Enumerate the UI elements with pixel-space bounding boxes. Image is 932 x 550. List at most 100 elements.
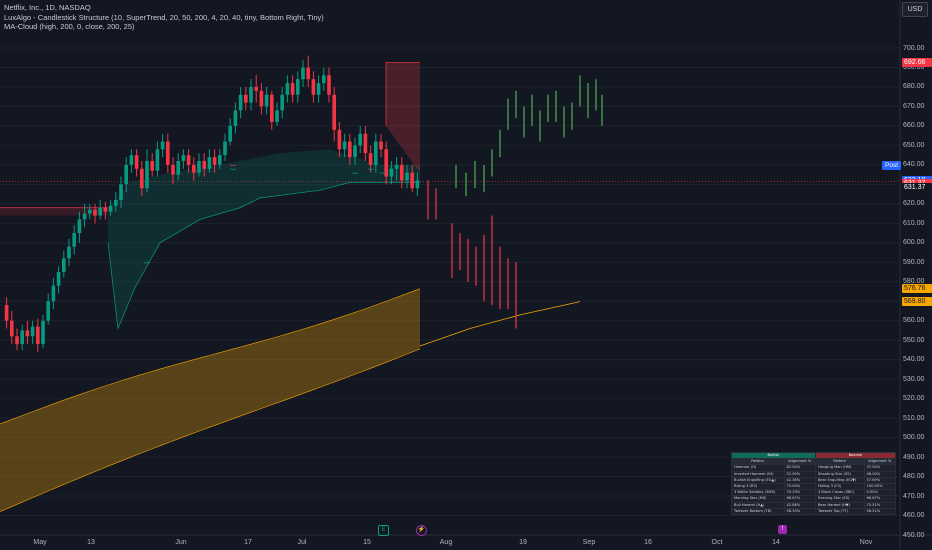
- time-tick: 17: [244, 539, 252, 546]
- price-tick: 460.00: [903, 512, 925, 520]
- candle-body: [51, 285, 56, 302]
- price-badge: 569.80: [902, 297, 932, 307]
- price-tick: 610.00: [903, 219, 925, 227]
- time-tick: 19: [519, 539, 527, 546]
- candle-body: [35, 326, 40, 345]
- alignment-value: 0.00%: [863, 489, 897, 497]
- candle-body: [243, 94, 248, 103]
- candle-body: [165, 141, 170, 165]
- time-tick: 13: [87, 539, 95, 546]
- alignment-value: 58.33%: [783, 507, 816, 516]
- price-tick: 640.00: [903, 161, 925, 169]
- candle-body: [191, 164, 196, 173]
- candle-body: [103, 207, 108, 212]
- candle-body: [301, 67, 305, 80]
- candle-body: [373, 141, 378, 165]
- currency-button[interactable]: USD: [902, 2, 928, 17]
- dividend-event-icon[interactable]: ⚡: [416, 525, 427, 536]
- supertrend-bear-right: [386, 62, 420, 173]
- candle-body: [145, 160, 149, 189]
- candle-body: [134, 155, 139, 169]
- candle-body: [150, 160, 155, 171]
- price-tick: 700.00: [903, 44, 925, 52]
- candle-body: [295, 79, 300, 95]
- candle-body: [259, 90, 264, 107]
- price-badge: 631.37: [902, 182, 932, 192]
- candle-body: [4, 305, 9, 321]
- candle-body: [108, 205, 113, 212]
- candle-body: [368, 153, 373, 165]
- candle-body: [223, 141, 227, 156]
- price-tick: 500.00: [903, 434, 925, 442]
- price-tick: 550.00: [903, 336, 925, 344]
- price-tick: 670.00: [903, 102, 925, 110]
- alignment-value: 58.21%: [863, 507, 897, 516]
- earnings-event-icon[interactable]: E: [378, 525, 389, 536]
- candle-body: [155, 149, 160, 171]
- alignment-value: 52.00%: [783, 470, 816, 478]
- supertrend-line: [107, 182, 420, 330]
- candle-body: [332, 94, 337, 130]
- candle-body: [46, 301, 51, 321]
- alignment-value: 66.67%: [783, 495, 816, 503]
- col-alignment: Alignment %: [863, 458, 897, 466]
- indicator-ma-cloud-label[interactable]: MA-Cloud (high, 200, 0, close, 200, 25): [4, 22, 135, 31]
- alignment-value: 33.33%: [783, 489, 816, 497]
- candle-body: [415, 180, 420, 189]
- alignment-value: 75.51%: [863, 501, 897, 509]
- time-tick: Nov: [859, 539, 873, 546]
- pattern-marker: [144, 262, 150, 264]
- price-tick: 490.00: [903, 453, 925, 461]
- time-tick: 14: [772, 539, 780, 546]
- price-tick: 580.00: [903, 278, 925, 286]
- candle-body: [363, 133, 368, 154]
- candle-body: [389, 168, 394, 177]
- alignment-value: 66.67%: [863, 495, 897, 503]
- candle-body: [207, 157, 212, 169]
- candle-body: [212, 157, 217, 165]
- symbol-title: Netflix, Inc., 1D, NASDAQ: [4, 3, 91, 12]
- stats-row: Bull Harami (H▲) 42.86% Bear Harami (H▼) 75…: [731, 501, 897, 509]
- candle-body: [160, 141, 165, 150]
- candle-body: [321, 75, 326, 84]
- pattern-name: Tweezer Bottom (TB): [731, 507, 785, 516]
- time-tick: Sep: [582, 539, 596, 546]
- ma-cloud-lower: [0, 348, 421, 512]
- candle-body: [93, 209, 97, 216]
- time-tick: 15: [363, 539, 371, 546]
- alignment-value: 48.00%: [863, 470, 897, 478]
- candle-body: [77, 219, 82, 234]
- time-tick: Jun: [175, 539, 187, 546]
- candle-body: [15, 336, 19, 345]
- candle-body: [264, 94, 269, 107]
- candle-body: [233, 110, 238, 126]
- alignment-value: 100.00%: [863, 482, 897, 491]
- candle-body: [9, 320, 14, 337]
- candle-body: [176, 160, 181, 175]
- split-event-icon[interactable]: !: [778, 525, 787, 534]
- candle-body: [379, 141, 383, 150]
- pattern-marker: [352, 172, 358, 174]
- candle-body: [67, 246, 71, 259]
- candle-body: [87, 209, 92, 214]
- time-tick: Jul: [297, 539, 307, 546]
- time-tick: May: [33, 539, 47, 546]
- supertrend-bear-left: [0, 207, 108, 216]
- stats-row: Tweezer Bottom (TB) 58.33% Tweezer Top (TT…: [731, 507, 897, 516]
- time-tick: 16: [644, 539, 652, 546]
- candle-body: [405, 172, 409, 181]
- price-tick: 590.00: [903, 258, 925, 266]
- price-tick: 620.00: [903, 200, 925, 208]
- candle-body: [186, 155, 191, 165]
- stats-row: Inverted Hammer (IH) 52.00% Shooting Star …: [731, 470, 897, 478]
- ma-projection-line: [419, 301, 581, 347]
- candle-body: [228, 125, 233, 142]
- pattern-name: Tweezer Top (TT): [814, 507, 865, 516]
- supertrend-bear-line-right: [385, 61, 420, 126]
- post-market-tag: Post: [882, 161, 902, 170]
- candle-body: [61, 258, 66, 273]
- candle-body: [275, 110, 279, 123]
- indicator-luxalgo-label[interactable]: LuxAlgo - Candlestick Structure (10, Sup…: [4, 13, 324, 22]
- candle-body: [197, 160, 201, 173]
